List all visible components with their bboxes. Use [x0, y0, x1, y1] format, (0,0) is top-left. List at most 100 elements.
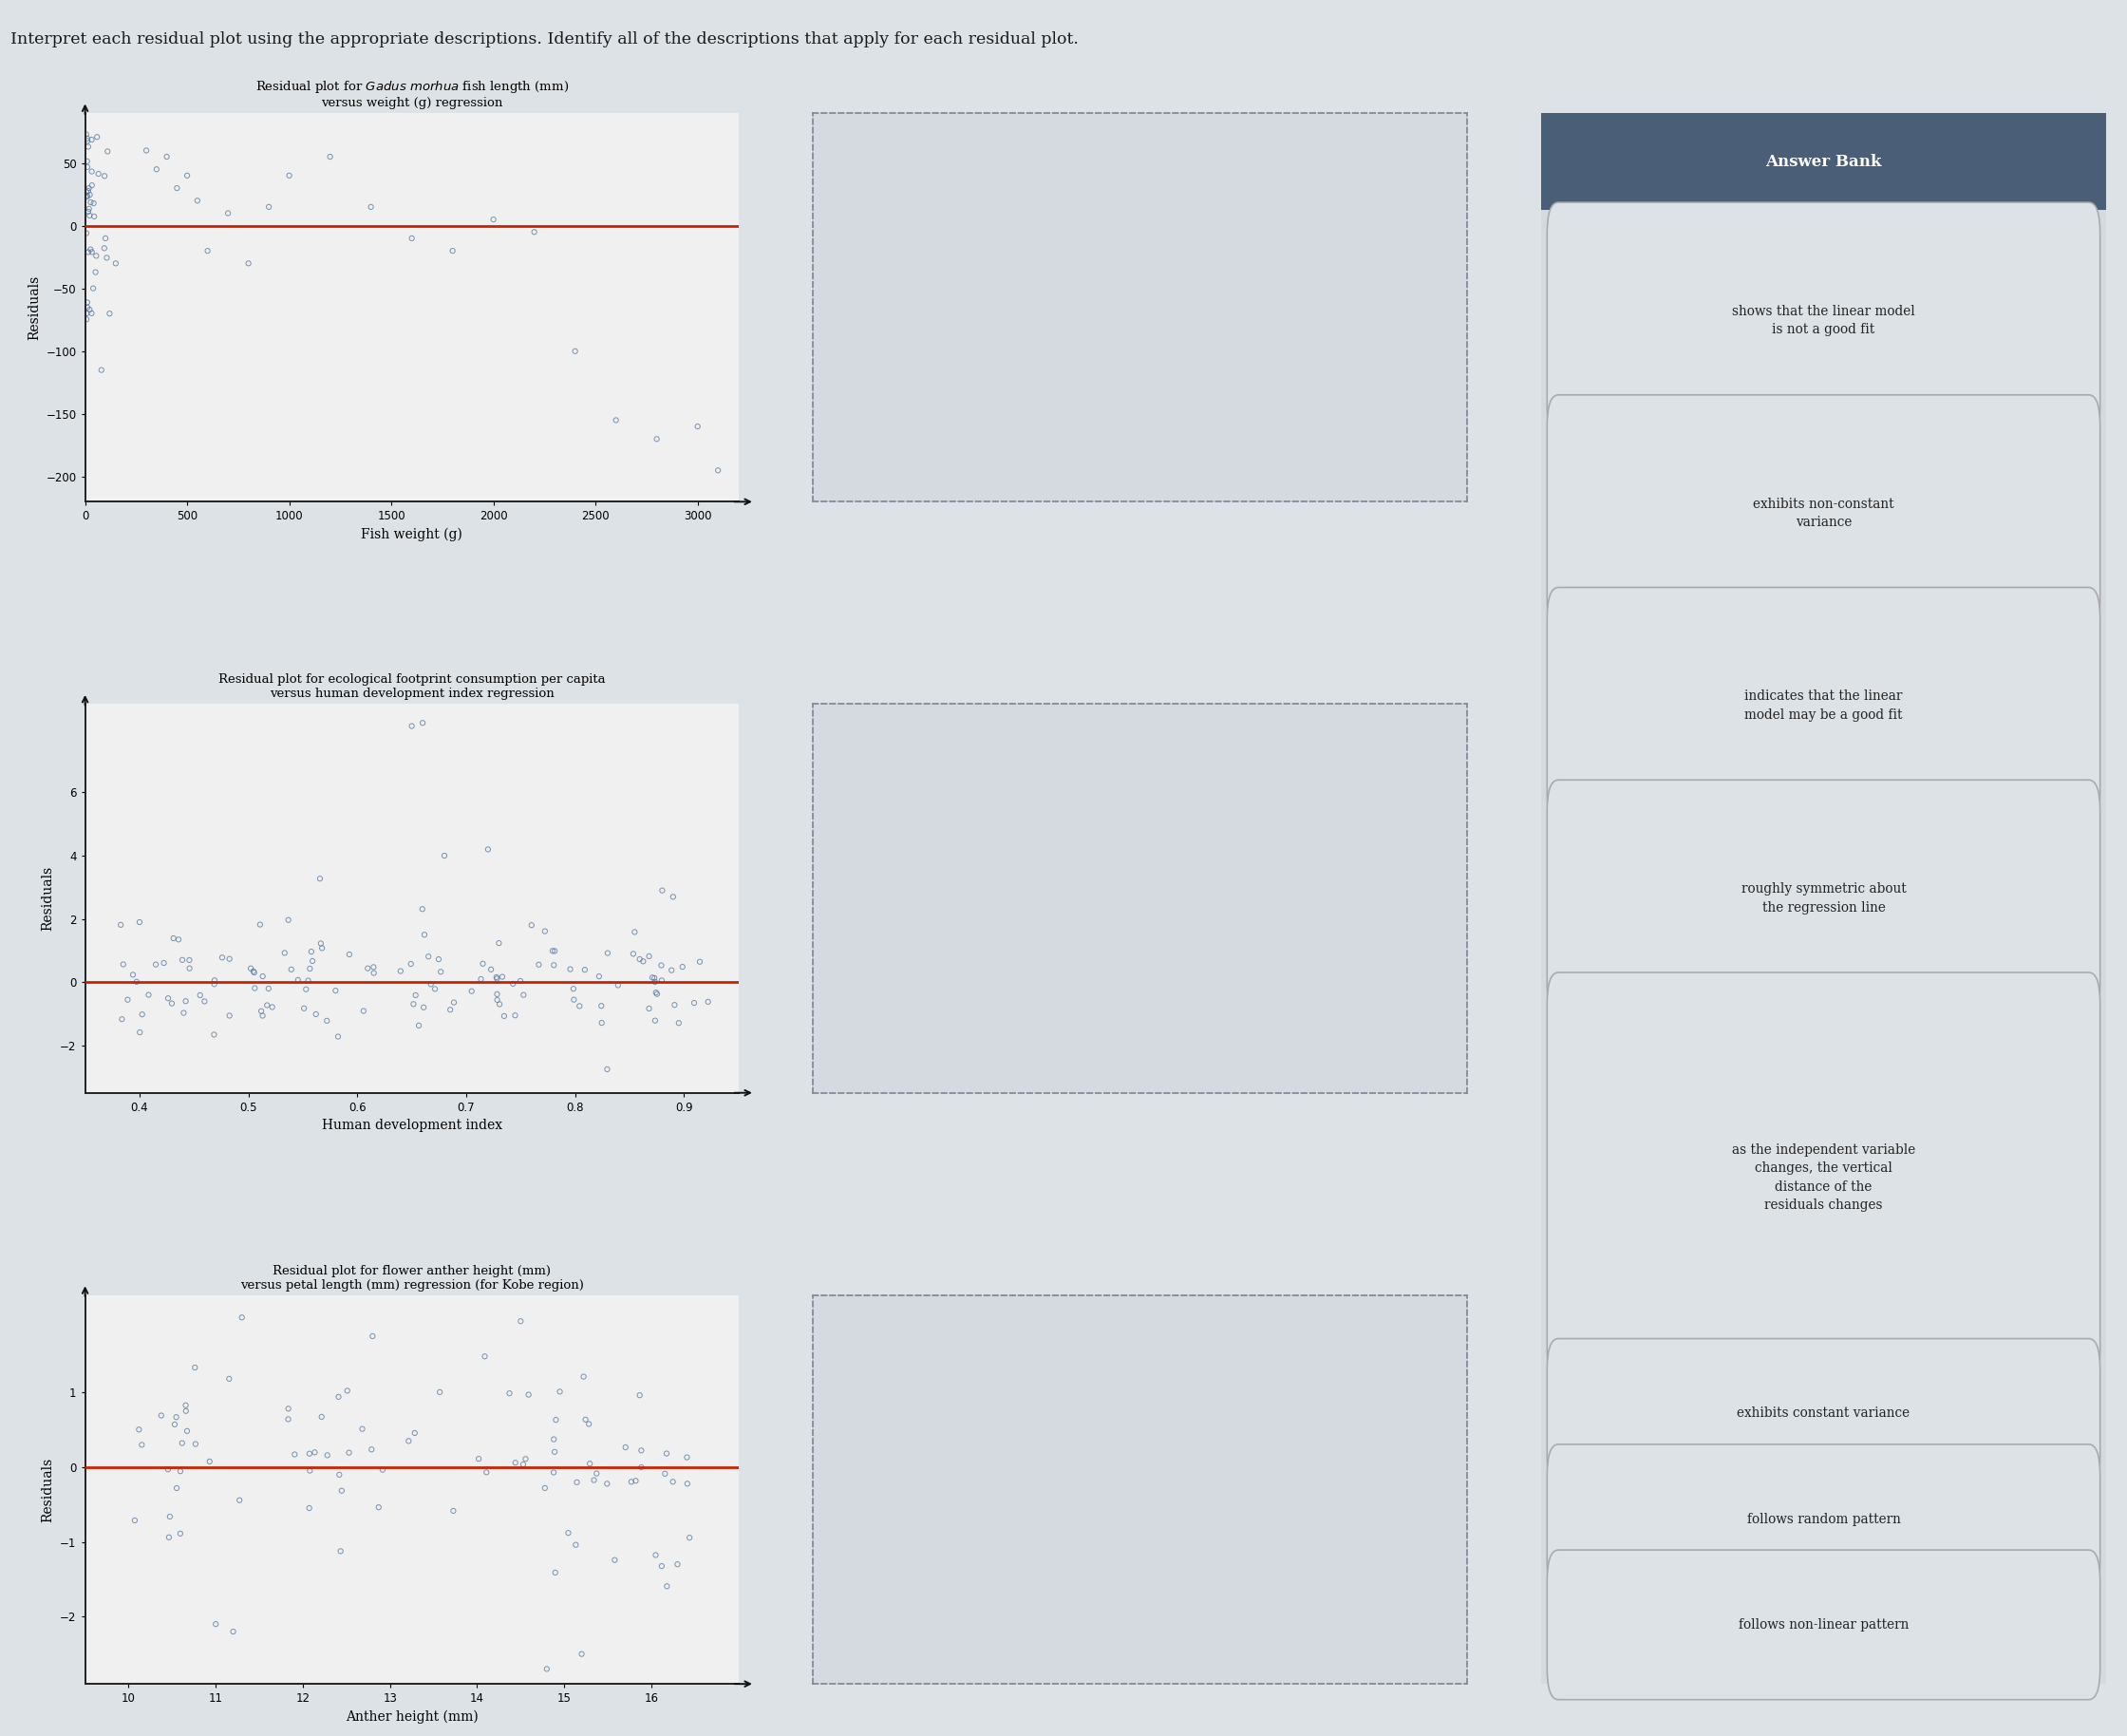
Point — [434, 996, 468, 1024]
Point — [470, 1458, 504, 1486]
Point — [683, 948, 717, 976]
Point — [72, 181, 106, 208]
Text: exhibits constant variance: exhibits constant variance — [1738, 1406, 1910, 1420]
Point — [572, 1410, 606, 1437]
Point — [74, 158, 108, 186]
Point — [74, 299, 108, 326]
Point — [666, 953, 700, 981]
Point — [598, 1547, 632, 1575]
Point — [406, 708, 440, 736]
Point — [117, 960, 151, 988]
Point — [568, 1406, 602, 1434]
Point — [506, 1451, 540, 1479]
Point — [247, 962, 281, 990]
Point — [553, 955, 587, 983]
Point — [357, 953, 391, 981]
Point — [164, 1457, 198, 1484]
Point — [70, 153, 104, 181]
Point — [493, 1380, 527, 1408]
Point — [557, 337, 591, 365]
Point — [121, 1415, 155, 1443]
Point — [636, 963, 670, 991]
Point — [255, 993, 289, 1021]
Point — [198, 1611, 232, 1639]
Point — [183, 981, 217, 1009]
Point — [498, 1450, 532, 1477]
Point — [393, 950, 428, 977]
Point — [417, 976, 451, 1003]
Point — [487, 1002, 521, 1029]
Point — [536, 951, 570, 979]
Point — [272, 1406, 306, 1434]
Point — [172, 955, 206, 983]
FancyBboxPatch shape — [1546, 1550, 2099, 1700]
Point — [85, 356, 119, 384]
Point — [527, 1474, 562, 1502]
Point — [251, 991, 285, 1019]
Point — [406, 896, 440, 924]
Point — [638, 963, 672, 991]
Point — [402, 1012, 436, 1040]
Point — [557, 986, 591, 1014]
Point — [536, 1425, 570, 1453]
Point — [702, 457, 736, 484]
Point — [483, 929, 517, 957]
Point — [242, 911, 277, 939]
Point — [296, 948, 330, 976]
Point — [213, 1002, 247, 1029]
Point — [217, 1618, 251, 1646]
Point — [191, 236, 225, 264]
Point — [160, 1474, 194, 1502]
Point — [649, 1460, 683, 1488]
Point — [562, 993, 596, 1021]
Point — [72, 194, 106, 222]
Point — [640, 425, 674, 453]
Point — [160, 1403, 194, 1430]
Point — [245, 996, 279, 1024]
Point — [691, 988, 725, 1016]
Point — [302, 865, 336, 892]
Point — [638, 1007, 672, 1035]
Point — [644, 951, 679, 979]
Point — [87, 161, 121, 189]
Point — [623, 1453, 657, 1481]
Point — [355, 1436, 389, 1463]
Point — [91, 137, 125, 165]
Point — [568, 957, 602, 984]
Point — [223, 1486, 257, 1514]
Point — [81, 160, 115, 187]
Point — [151, 1524, 185, 1552]
Point — [89, 243, 123, 271]
Point — [517, 219, 551, 247]
Point — [304, 1403, 338, 1430]
Point — [383, 957, 417, 984]
Point — [291, 1495, 325, 1522]
Point — [168, 988, 202, 1016]
Point — [398, 1418, 432, 1446]
Point — [72, 295, 106, 323]
Title: Residual plot for $\it{Gadus\ morhua}$ fish length (mm)
versus weight (g) regres: Residual plot for $\it{Gadus\ morhua}$ f… — [255, 78, 568, 109]
Point — [104, 911, 138, 939]
Point — [521, 951, 555, 979]
Point — [566, 1363, 600, 1391]
Title: Residual plot for flower anther height (mm)
versus petal length (mm) regression : Residual plot for flower anther height (… — [240, 1266, 583, 1292]
Point — [615, 1469, 649, 1496]
Point — [272, 161, 306, 189]
Point — [396, 712, 430, 740]
Point — [74, 236, 108, 264]
Point — [194, 1448, 228, 1476]
Point — [632, 943, 666, 970]
FancyBboxPatch shape — [1546, 587, 2099, 825]
Point — [436, 1496, 470, 1524]
Point — [213, 944, 247, 972]
Point — [661, 1550, 696, 1578]
Point — [168, 1397, 202, 1425]
Point — [332, 1439, 366, 1467]
Point — [355, 1323, 389, 1351]
Point — [530, 1654, 564, 1682]
Y-axis label: Residuals: Residuals — [40, 1457, 55, 1522]
Point — [347, 996, 381, 1024]
Point — [476, 205, 510, 233]
Point — [602, 972, 636, 1000]
Point — [585, 1009, 619, 1036]
